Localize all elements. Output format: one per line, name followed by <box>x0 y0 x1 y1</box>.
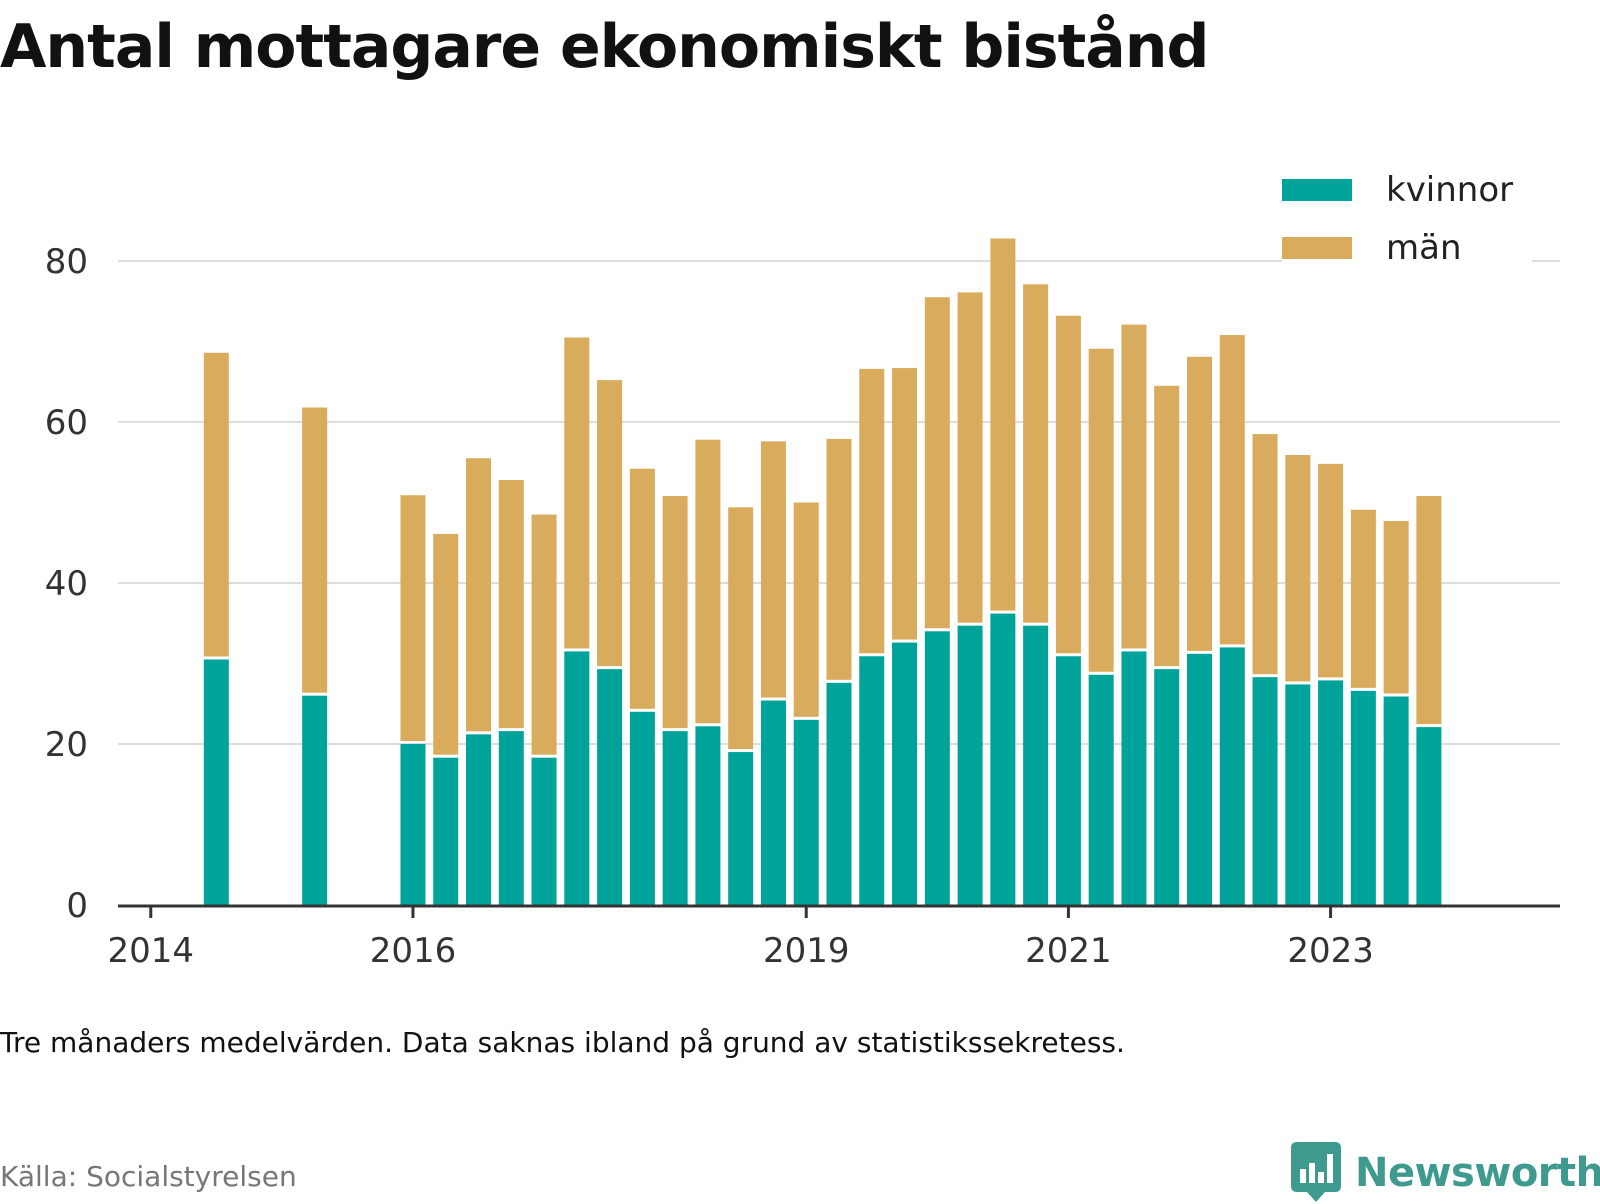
bar-man <box>466 458 491 732</box>
bar-kvinnor <box>892 642 918 905</box>
x-tick-label: 2021 <box>1025 931 1112 971</box>
brand-logo[interactable]: Newsworthy <box>1291 1142 1600 1204</box>
bar-kvinnor <box>990 613 1016 905</box>
bar-man <box>1318 463 1344 678</box>
chart-plot: 0 20 40 60 80 2014 2016 2019 2021 2023 <box>45 238 1560 971</box>
bar-man <box>957 292 983 623</box>
bar-man <box>564 337 590 649</box>
bar-kvinnor <box>859 656 885 905</box>
bar-man <box>498 479 524 729</box>
y-tick-label: 60 <box>45 403 88 443</box>
bar-man <box>1219 335 1245 645</box>
bar-kvinnor <box>1121 651 1147 905</box>
bar-man <box>1154 385 1180 667</box>
bar-kvinnor <box>1154 669 1180 905</box>
bar-man <box>662 496 688 729</box>
bar-man <box>597 380 623 667</box>
y-tick-label: 40 <box>45 564 88 604</box>
bar-man <box>1187 356 1212 651</box>
chart-note: Tre månaders medelvärden. Data saknas ib… <box>0 1026 1125 1059</box>
bar-man <box>924 297 950 629</box>
bar-kvinnor <box>760 700 786 905</box>
bar-kvinnor <box>728 752 754 905</box>
bar-kvinnor <box>662 731 688 905</box>
bar-man <box>1383 521 1409 694</box>
bar-man <box>695 439 721 724</box>
axes: 0 20 40 60 80 2014 2016 2019 2021 2023 <box>45 242 1560 971</box>
bar-man <box>400 495 426 741</box>
y-tick-label: 20 <box>45 725 88 765</box>
bar-kvinnor <box>629 711 655 905</box>
bar-kvinnor <box>203 659 229 905</box>
source-label: Källa: Socialstyrelsen <box>0 1160 297 1193</box>
bar-man <box>760 441 786 698</box>
x-tick-label: 2014 <box>108 931 195 971</box>
bar-man <box>1285 455 1311 682</box>
bar-kvinnor <box>1055 656 1081 905</box>
bar-kvinnor <box>957 625 983 905</box>
bar-kvinnor <box>564 651 590 905</box>
bar-kvinnor <box>793 719 819 905</box>
bar-man <box>531 514 557 755</box>
bar-kvinnor <box>924 631 950 905</box>
bar-kvinnor <box>597 669 623 905</box>
bar-man <box>793 502 819 717</box>
bar-man <box>433 533 459 755</box>
y-tick-label: 0 <box>66 886 88 926</box>
bar-kvinnor <box>1219 647 1245 905</box>
bar-kvinnor <box>433 757 459 905</box>
bar-man <box>1088 348 1114 672</box>
bar-man <box>859 368 885 654</box>
bar-man <box>728 507 754 750</box>
legend-label-kvinnor: kvinnor <box>1386 170 1514 210</box>
bar-man <box>1121 324 1147 649</box>
legend-swatch-man <box>1282 237 1352 259</box>
bar-kvinnor <box>1383 696 1409 905</box>
legend-label-man: män <box>1386 228 1462 268</box>
bar-man <box>892 368 918 640</box>
bar-group <box>203 238 1442 905</box>
bar-kvinnor <box>1088 674 1114 905</box>
legend-item-kvinnor: kvinnor <box>1282 170 1513 210</box>
bar-man <box>1023 284 1049 623</box>
bar-man <box>1055 315 1081 654</box>
bar-man <box>1350 509 1376 688</box>
bar-kvinnor <box>302 695 328 905</box>
brand-name: Newsworthy <box>1355 1150 1600 1196</box>
newsworthy-logo-icon <box>1291 1142 1341 1202</box>
bar-kvinnor <box>531 757 557 905</box>
bar-kvinnor <box>498 731 524 905</box>
bar-man <box>1416 496 1442 725</box>
bar-man <box>1252 434 1278 675</box>
bar-kvinnor <box>466 734 491 905</box>
y-tick-label: 80 <box>45 242 88 282</box>
legend-item-man: män <box>1282 228 1462 268</box>
legend-swatch-kvinnor <box>1282 179 1352 201</box>
chart-title: Antal mottagare ekonomiskt bistånd <box>0 12 1209 82</box>
bar-man <box>203 352 229 657</box>
bar-kvinnor <box>826 682 852 905</box>
bar-man <box>990 238 1016 611</box>
x-tick-label: 2019 <box>763 931 850 971</box>
bar-kvinnor <box>400 744 426 905</box>
bar-kvinnor <box>1285 684 1311 905</box>
bar-kvinnor <box>1318 680 1344 905</box>
bar-kvinnor <box>1023 625 1049 905</box>
bar-man <box>302 407 328 693</box>
bar-kvinnor <box>1416 727 1442 905</box>
x-tick-label: 2016 <box>370 931 457 971</box>
bar-kvinnor <box>1350 690 1376 905</box>
bar-man <box>826 438 852 680</box>
bar-kvinnor <box>1252 677 1278 905</box>
bar-man <box>629 468 655 709</box>
bar-kvinnor <box>1187 653 1212 905</box>
legend: kvinnor män <box>1282 168 1532 268</box>
x-tick-label: 2023 <box>1287 931 1374 971</box>
bar-kvinnor <box>695 726 721 905</box>
